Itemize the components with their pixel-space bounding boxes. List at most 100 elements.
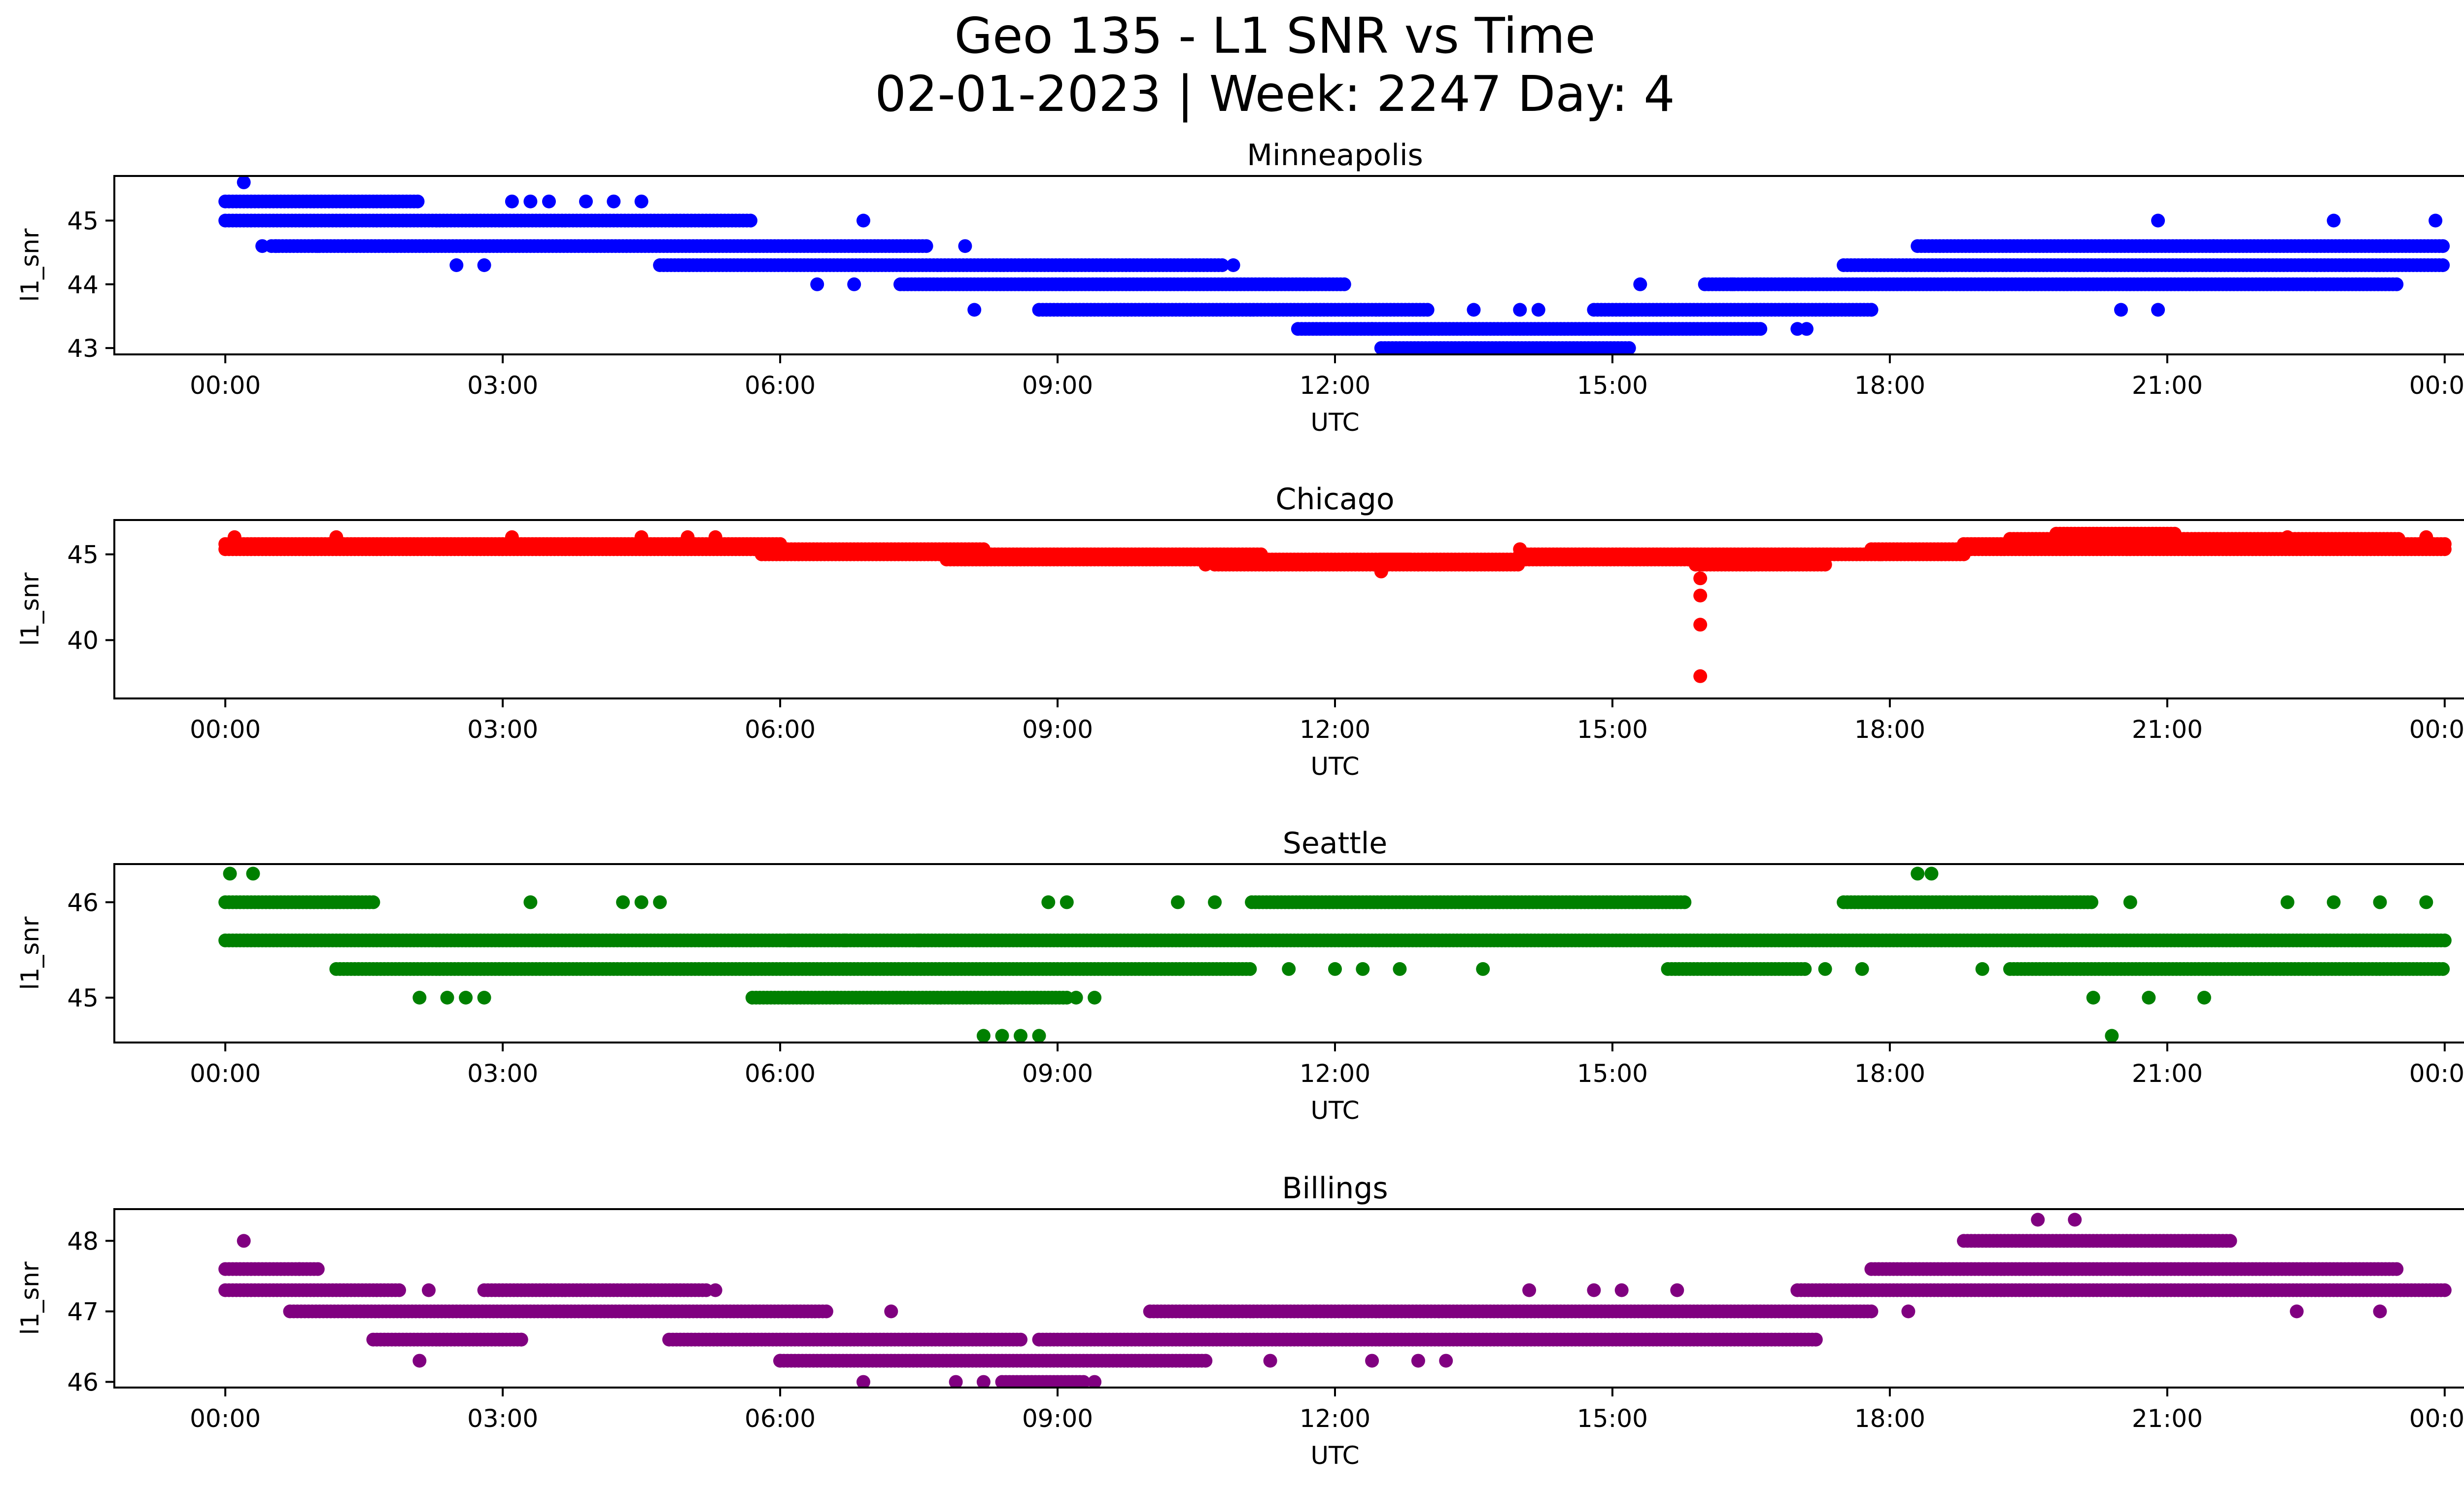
data-point bbox=[607, 194, 621, 209]
data-point bbox=[523, 194, 538, 209]
x-tick-label: 15:00 bbox=[1577, 1059, 1648, 1088]
data-point bbox=[310, 239, 325, 253]
data-point bbox=[1171, 895, 1185, 909]
data-point bbox=[227, 530, 241, 544]
data-point bbox=[2437, 933, 2452, 947]
data-point bbox=[1725, 277, 1740, 291]
data-point bbox=[1014, 1332, 1027, 1347]
data-point bbox=[1393, 962, 1407, 976]
data-point bbox=[616, 895, 630, 909]
data-point bbox=[1282, 962, 1296, 976]
data-point bbox=[1633, 277, 1647, 291]
data-point bbox=[449, 258, 464, 272]
panel-title: Billings bbox=[1282, 1171, 1388, 1206]
data-point bbox=[919, 239, 933, 253]
y-axis-label: l1_snr bbox=[16, 228, 44, 302]
x-tick-label: 21:00 bbox=[2132, 371, 2203, 400]
x-axis-label: UTC bbox=[1310, 1096, 1359, 1125]
x-tick-label: 00:00 bbox=[2409, 715, 2464, 744]
x-tick-label: 18:00 bbox=[1854, 715, 1925, 744]
x-tick-label: 06:00 bbox=[745, 371, 816, 400]
data-point bbox=[2437, 537, 2452, 551]
data-point bbox=[1198, 557, 1213, 572]
data-point bbox=[782, 933, 796, 947]
data-point bbox=[791, 547, 806, 561]
data-point bbox=[440, 991, 454, 1005]
x-tick-label: 00:00 bbox=[2409, 1059, 2464, 1088]
data-point bbox=[708, 530, 722, 544]
data-point bbox=[1076, 1375, 1091, 1388]
data-point bbox=[634, 194, 649, 209]
data-point bbox=[958, 553, 972, 567]
data-point bbox=[1911, 867, 1925, 881]
data-point bbox=[1855, 962, 1869, 976]
x-tick-label: 18:00 bbox=[1854, 1059, 1925, 1088]
data-point bbox=[366, 895, 380, 909]
data-point bbox=[1753, 322, 1768, 336]
x-tick-label: 12:00 bbox=[1300, 1059, 1370, 1088]
figure-title-line2: 02-01-2023 | Week: 2247 Day: 4 bbox=[875, 65, 1675, 123]
x-tick-label: 15:00 bbox=[1577, 371, 1648, 400]
data-points bbox=[218, 1213, 2452, 1388]
data-point bbox=[1693, 571, 1708, 586]
data-point bbox=[2373, 895, 2387, 909]
data-point bbox=[2280, 895, 2294, 909]
data-points bbox=[218, 176, 2450, 354]
data-point bbox=[411, 194, 425, 209]
data-point bbox=[505, 530, 519, 544]
data-point bbox=[542, 194, 556, 209]
data-point bbox=[2436, 239, 2450, 253]
data-point bbox=[1476, 962, 1490, 976]
data-point bbox=[819, 1304, 833, 1319]
data-point bbox=[653, 895, 667, 909]
data-point bbox=[847, 277, 861, 291]
data-point bbox=[2151, 303, 2165, 317]
x-axis-label: UTC bbox=[1310, 408, 1359, 437]
data-point bbox=[976, 1029, 991, 1043]
data-point bbox=[1337, 277, 1351, 291]
data-point bbox=[1411, 557, 1425, 572]
data-point bbox=[1924, 867, 1939, 881]
data-point bbox=[2114, 303, 2128, 317]
data-point bbox=[269, 239, 283, 253]
data-point bbox=[1069, 991, 1083, 1005]
panel-title: Chicago bbox=[1275, 482, 1394, 517]
data-point bbox=[995, 1029, 1009, 1043]
data-point bbox=[1374, 564, 1388, 579]
x-tick-label: 09:00 bbox=[1022, 371, 1093, 400]
data-point bbox=[1874, 547, 1888, 561]
data-point bbox=[1208, 895, 1222, 909]
data-point bbox=[1014, 1029, 1027, 1043]
data-point bbox=[2197, 991, 2211, 1005]
x-tick-label: 12:00 bbox=[1300, 371, 1370, 400]
data-point bbox=[310, 1262, 325, 1276]
data-points bbox=[218, 867, 2452, 1043]
x-tick-label: 21:00 bbox=[2132, 715, 2203, 744]
data-point bbox=[1513, 542, 1527, 556]
data-point bbox=[1041, 895, 1056, 909]
x-tick-label: 03:00 bbox=[467, 371, 538, 400]
data-point bbox=[2419, 530, 2433, 544]
data-point bbox=[2206, 239, 2221, 253]
data-point bbox=[1032, 1029, 1046, 1043]
data-point bbox=[2308, 277, 2323, 291]
data-point bbox=[237, 176, 251, 189]
data-point bbox=[1215, 258, 1230, 272]
y-tick-label: 43 bbox=[67, 334, 99, 363]
data-point bbox=[2167, 526, 2182, 541]
data-point bbox=[1328, 962, 1342, 976]
x-tick-label: 15:00 bbox=[1577, 715, 1648, 744]
data-point bbox=[2142, 991, 2156, 1005]
x-tick-label: 00:00 bbox=[2409, 371, 2464, 400]
data-point bbox=[2429, 213, 2443, 228]
x-axis-label: UTC bbox=[1310, 752, 1359, 781]
data-point bbox=[523, 895, 538, 909]
data-point bbox=[1818, 557, 1832, 572]
data-point bbox=[1198, 1354, 1213, 1368]
x-tick-label: 00:00 bbox=[190, 371, 261, 400]
data-point bbox=[477, 258, 491, 272]
y-tick-label: 46 bbox=[67, 888, 99, 917]
data-point bbox=[1622, 341, 1636, 354]
